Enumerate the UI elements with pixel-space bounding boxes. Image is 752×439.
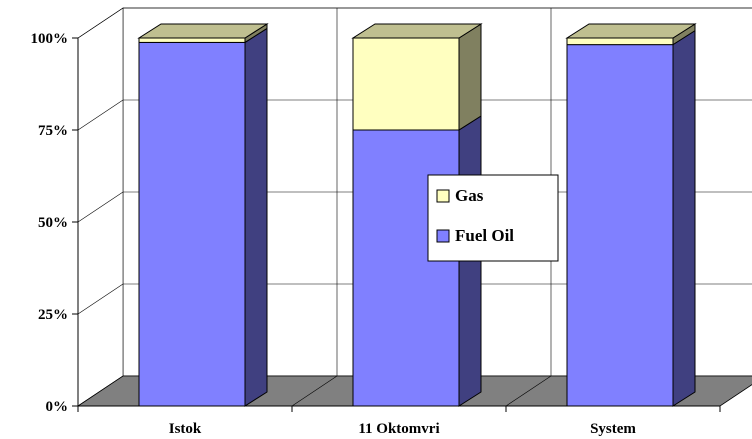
y-tick-label: 25%: [38, 307, 68, 323]
bar-stack-istok: [137, 23, 269, 407]
legend-swatch: [436, 229, 450, 243]
y-tick-label: 100%: [31, 31, 69, 47]
floor-divider: [291, 375, 338, 407]
gridline-side: [77, 191, 124, 223]
bar-front: [352, 129, 460, 407]
bar-istok-fuel-oil: [138, 27, 268, 407]
bar-top: [351, 23, 483, 39]
y-tick-label: 50%: [38, 215, 68, 231]
legend-label: Gas: [455, 186, 484, 205]
x-tick-label: 11 Oktomvri: [358, 421, 439, 437]
gridline-side: [77, 99, 124, 131]
bar-front: [566, 37, 674, 46]
bar-front: [566, 44, 674, 407]
bar-side: [458, 23, 482, 131]
gridline-side: [77, 283, 124, 315]
x-tick-label: System: [590, 421, 636, 437]
y-tick-label: 0%: [46, 399, 69, 415]
bar-system-gas: [565, 23, 697, 46]
gridline-side: [77, 7, 124, 39]
bar-side: [672, 29, 696, 407]
bar-top: [565, 23, 697, 39]
bar-front: [138, 41, 246, 407]
y-tick-label: 75%: [38, 123, 68, 139]
legend-swatch: [436, 189, 450, 203]
bar-stack-system: [565, 23, 697, 407]
legend-item-gas: Gas: [436, 186, 484, 205]
x-tick-label: Istok: [169, 421, 202, 437]
y-axis-tick-labels: 0% 25% 50% 75% 100%: [31, 31, 69, 415]
legend: Gas Fuel Oil: [427, 174, 559, 262]
bar-system-fuel-oil: [566, 29, 696, 407]
bar-front: [352, 37, 460, 131]
bars: [137, 23, 697, 407]
bar-front: [138, 37, 246, 43]
x-axis-category-labels: Istok 11 Oktomvri System: [169, 421, 637, 437]
legend-label: Fuel Oil: [455, 226, 514, 245]
legend-box: [427, 174, 559, 262]
axes: [72, 37, 721, 412]
bar-top: [137, 23, 269, 39]
floor-divider: [505, 375, 552, 407]
bar-istok-gas: [137, 23, 269, 44]
bar-11-oktomvri-gas: [351, 23, 483, 131]
bar-side: [244, 27, 268, 407]
legend-item-fuel-oil: Fuel Oil: [436, 226, 514, 245]
